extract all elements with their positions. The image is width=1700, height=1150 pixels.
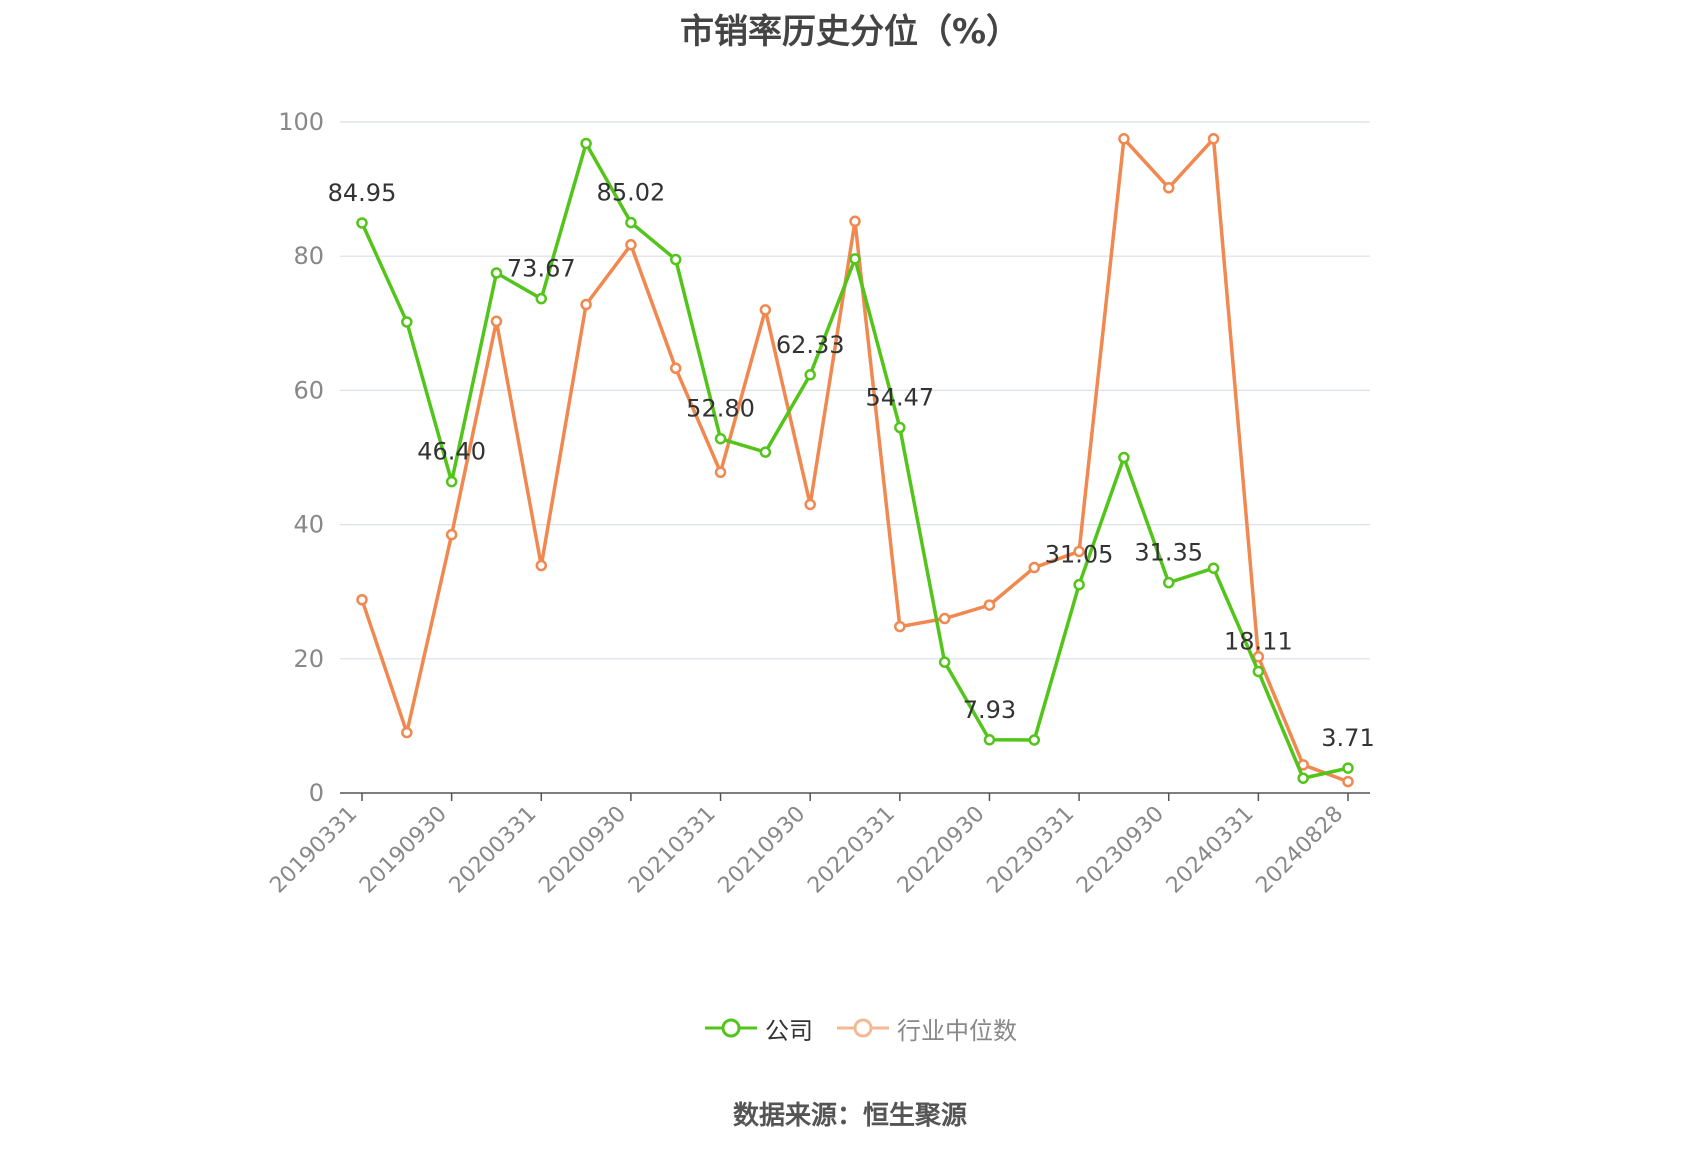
series-point [849, 215, 861, 228]
series-point [535, 559, 548, 572]
data-label: 46.40 [417, 438, 486, 466]
legend-company-icon [705, 1018, 757, 1038]
x-tick-label: 20230930 [1072, 802, 1169, 899]
series-point [490, 267, 503, 279]
series-point [356, 594, 368, 606]
series-point [356, 217, 368, 229]
x-tick-label: 20190930 [355, 802, 452, 899]
series-point [714, 432, 727, 445]
data-label: 73.67 [507, 255, 576, 283]
x-tick-label: 20240828 [1251, 802, 1348, 899]
data-label: 85.02 [597, 179, 666, 207]
data-label: 84.95 [328, 179, 397, 207]
series-line [360, 137, 1349, 784]
series-point [1342, 762, 1354, 774]
series-point [580, 298, 592, 311]
series-point [1118, 133, 1130, 145]
chart-title: 市销率历史分位（%） [679, 12, 1021, 52]
data-label: 3.71 [1321, 724, 1374, 752]
series-point [1342, 775, 1354, 788]
series-point [894, 421, 906, 434]
series-point [804, 498, 816, 511]
series-line [360, 141, 1349, 780]
x-tick-label: 20190331 [265, 802, 362, 899]
series-point [938, 656, 951, 668]
series-point [445, 475, 458, 488]
series-point [938, 612, 951, 625]
series-point [1118, 451, 1130, 464]
series-point [1252, 665, 1265, 678]
data-label: 62.33 [776, 331, 845, 359]
series-point [669, 362, 682, 375]
data-label: 31.35 [1134, 539, 1203, 567]
series-point [983, 599, 996, 611]
x-tick-label: 20220930 [893, 802, 990, 899]
series-point [849, 253, 861, 265]
data-label: 54.47 [865, 384, 934, 412]
series-point [1028, 734, 1041, 746]
legend-company-label: 公司 [765, 1016, 813, 1045]
y-tick-label: 0 [309, 779, 324, 807]
series-point [1073, 578, 1085, 591]
data-label: 31.05 [1045, 541, 1114, 569]
series-point [625, 239, 637, 251]
y-tick-label: 100 [278, 108, 324, 136]
data-label: 52.80 [686, 395, 755, 423]
series-point [714, 466, 727, 479]
data-label: 18.11 [1224, 627, 1293, 655]
series-point [1162, 182, 1175, 194]
x-tick-label: 20220331 [803, 802, 900, 899]
grid-lines [340, 121, 1370, 660]
series-point [759, 446, 772, 458]
series-point [401, 726, 413, 739]
legend-industry-icon [837, 1018, 889, 1038]
series-point [1028, 561, 1041, 574]
series-point [535, 292, 548, 305]
series-point [401, 316, 413, 328]
y-tick-label: 80 [293, 242, 324, 270]
series-point [669, 253, 682, 266]
series-point [1162, 576, 1175, 589]
series-point [490, 315, 503, 328]
y-tick-label: 60 [293, 376, 324, 404]
series-point [983, 734, 996, 746]
x-tick-label: 20200930 [534, 802, 631, 899]
data-source: 数据来源：恒生聚源 [732, 1101, 967, 1131]
y-tick-label: 40 [293, 511, 324, 539]
series-point [759, 304, 772, 316]
x-tick-label: 20240331 [1162, 802, 1259, 899]
x-tick-label: 20210331 [624, 802, 721, 899]
series-point [625, 216, 637, 229]
x-tick-label: 20200331 [445, 802, 542, 899]
legend-item-industry[interactable]: 行业中位数 [837, 1008, 1017, 1048]
x-tick-label: 20210930 [714, 802, 811, 899]
axes: 0 20 40 60 80 100 2019033120190930202003312020… [265, 108, 1370, 898]
legend-industry-label: 行业中位数 [897, 1016, 1017, 1045]
series-point [580, 137, 592, 150]
series-point [804, 369, 816, 381]
series-point [1207, 133, 1220, 145]
legend-item-company[interactable]: 公司 [705, 1008, 813, 1048]
data-labels: 84.95 46.40 73.67 85.02 52.80 62.33 54.47 7.93 3… [328, 179, 1375, 753]
series-point [1073, 545, 1085, 558]
series-point [1207, 562, 1220, 574]
series-lines [356, 133, 1354, 788]
series-point [894, 620, 906, 633]
y-tick-label: 20 [293, 645, 324, 673]
series-point [445, 528, 458, 541]
legend: 公司 行业中位数 [0, 1008, 1700, 1048]
x-tick-label: 20230331 [982, 802, 1079, 899]
series-point [1297, 772, 1309, 784]
data-label: 7.93 [963, 696, 1016, 724]
